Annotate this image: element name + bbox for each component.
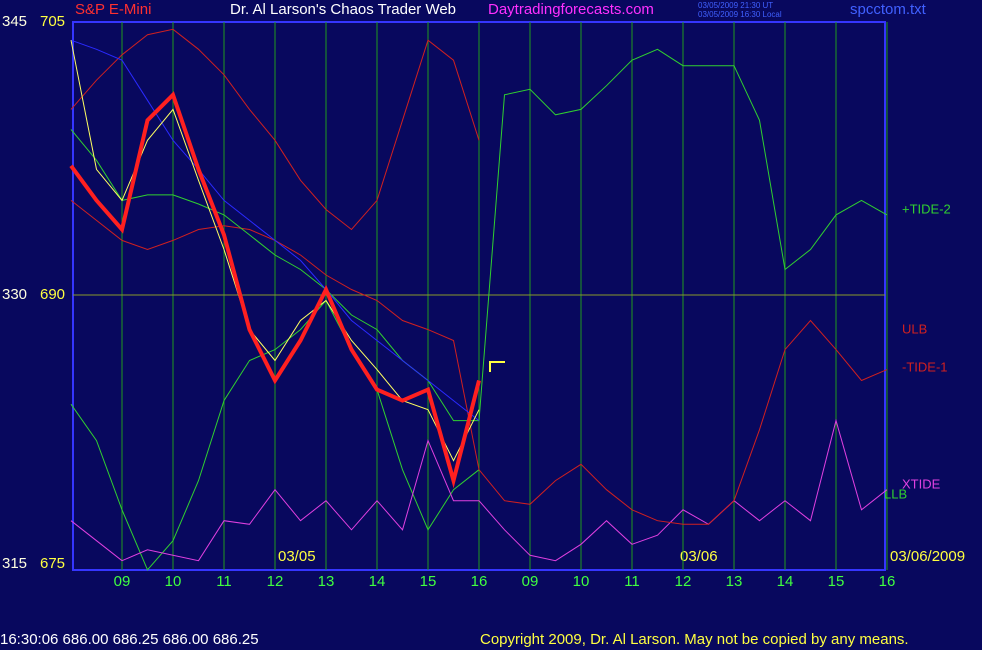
series-line: [70, 39, 480, 421]
x-tick-label: 09: [522, 573, 539, 590]
series-line: [70, 299, 480, 571]
x-tick-label: 10: [165, 573, 182, 590]
series-line: [70, 28, 480, 231]
quote: 16:30:06 686.00 686.25 686.00 686.25: [0, 631, 259, 648]
x-tick-label: 15: [828, 573, 845, 590]
x-tick-label: 16: [879, 573, 896, 590]
series-label: XTIDE: [902, 476, 941, 491]
stamp-ut: 03/05/2009 21:30 UT: [698, 1, 773, 10]
y2-tick-label: 330: [2, 286, 27, 303]
series-line: [70, 200, 888, 525]
y2-tick-label: 315: [2, 555, 27, 572]
cursor-mark: [489, 361, 505, 372]
copyright: Copyright 2009, Dr. Al Larson. May not b…: [480, 631, 909, 648]
x-tick-label: 11: [216, 573, 232, 590]
series-line: [69, 91, 481, 489]
stamp-local: 03/05/2009 16:30 Local: [698, 10, 782, 19]
x-tick-label: 12: [675, 573, 692, 590]
symbol: S&P E-Mini: [75, 1, 151, 18]
y-tick-label: 675: [40, 555, 65, 572]
x-tick-label: 09: [114, 573, 131, 590]
date-label: 03/05: [278, 548, 316, 565]
date-label: 03/06: [680, 548, 718, 565]
x-tick-label: 10: [573, 573, 590, 590]
x-tick-label: 13: [318, 573, 335, 590]
date-label: 03/06/2009: [890, 548, 965, 565]
y2-tick-label: 345: [2, 13, 27, 30]
x-tick-label: 11: [624, 573, 640, 590]
x-tick-label: 15: [420, 573, 437, 590]
series-label: +TIDE-2: [902, 201, 951, 216]
site: Daytradingforecasts.com: [488, 1, 654, 18]
y-tick-label: 690: [40, 286, 65, 303]
series-label: LLB: [884, 486, 907, 501]
title: Dr. Al Larson's Chaos Trader Web: [230, 1, 456, 18]
series-line: [70, 418, 888, 562]
x-tick-label: 12: [267, 573, 284, 590]
x-tick-label: 13: [726, 573, 743, 590]
y-tick-label: 705: [40, 13, 65, 30]
series-label: -TIDE-1: [902, 359, 948, 374]
x-tick-label: 16: [471, 573, 488, 590]
x-tick-label: 14: [777, 573, 794, 590]
file-name: spcctom.txt: [850, 1, 927, 18]
x-tick-label: 14: [369, 573, 386, 590]
grid: [73, 22, 888, 570]
series-label: ULB: [902, 321, 927, 336]
